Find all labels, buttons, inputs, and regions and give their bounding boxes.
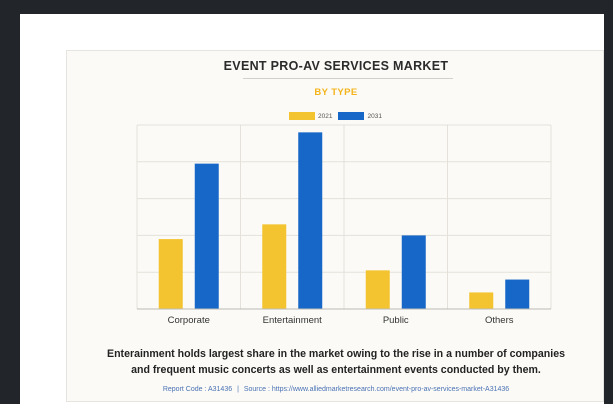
bar-2031-entertainment — [298, 132, 323, 309]
bar-2021-others — [469, 292, 494, 309]
report-footer: Report Code : A31436 | Source : https://… — [67, 386, 605, 393]
bar-2021-corporate — [158, 239, 183, 309]
bar-2031-others — [505, 279, 530, 309]
report-code: Report Code : A31436 — [162, 386, 233, 393]
chart-legend: 2021 2031 — [289, 111, 388, 121]
chart-title: EVENT PRO-AV SERVICES MARKET — [223, 59, 449, 73]
caption-line-1: Enterainment holds largest share in the … — [107, 348, 565, 360]
legend-swatch-2021 — [289, 112, 315, 120]
bar-2031-public — [401, 235, 426, 309]
x-tick-label: Public — [383, 315, 409, 326]
x-tick-label: Others — [485, 315, 514, 326]
bar-2021-entertainment — [262, 224, 287, 309]
page-frame: EVENT PRO-AV SERVICES MARKET BY TYPE 202… — [20, 14, 604, 404]
bar-2021-public — [365, 270, 390, 309]
legend-swatch-2031 — [338, 112, 365, 120]
chart-caption: Enterainment holds largest share in the … — [67, 346, 605, 378]
legend-item-2031: 2031 — [338, 112, 382, 120]
x-tick-label: Entertainment — [263, 315, 323, 326]
bar-chart: Corporate Entertainment Public Others — [136, 124, 552, 326]
legend-label-2021: 2021 — [318, 112, 333, 120]
infographic-card: EVENT PRO-AV SERVICES MARKET BY TYPE 202… — [66, 50, 604, 402]
x-tick-label: Corporate — [168, 315, 210, 326]
legend-label-2031: 2031 — [367, 112, 382, 120]
bar-2031-corporate — [194, 163, 219, 309]
title-divider — [243, 78, 453, 79]
report-source-link[interactable]: Source : https://www.alliedmarketresearc… — [243, 386, 510, 393]
legend-item-2021: 2021 — [289, 112, 332, 120]
chart-subtitle: BY TYPE — [314, 87, 358, 98]
footer-separator: | — [237, 386, 239, 393]
caption-line-2: and frequent music concerts as well as e… — [131, 364, 541, 376]
